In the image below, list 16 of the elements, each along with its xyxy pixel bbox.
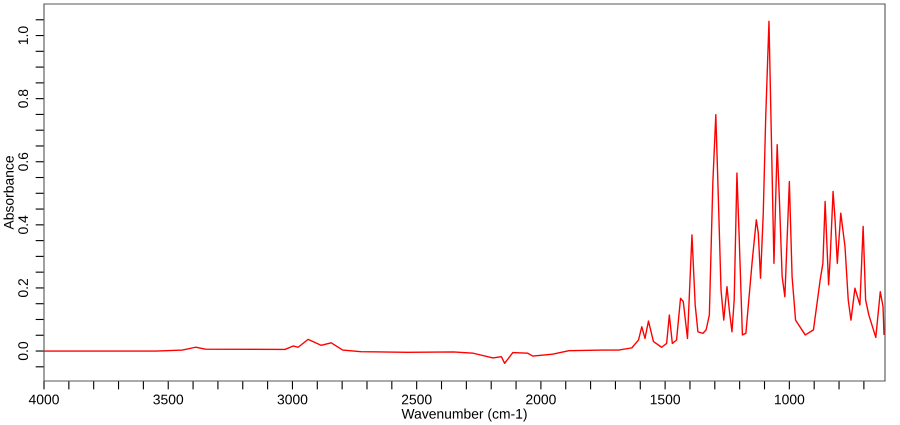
y-tick-label: 0.8: [18, 90, 28, 108]
y-tick-label: 1.0: [18, 26, 28, 44]
y-tick-label: 0.2: [18, 278, 28, 298]
x-tick-label: 3000: [278, 394, 308, 404]
x-tick-label: 4000: [28, 394, 59, 404]
y-tick-label: 0.0: [18, 342, 28, 360]
x-tick-label: 2000: [526, 394, 556, 404]
y-tick-label: 0.6: [18, 152, 28, 171]
line-series: [44, 20, 885, 364]
y-axis-title: Absorbance: [4, 156, 14, 230]
x-axis-title: Wavenumber (cm-1): [402, 408, 527, 422]
x-tick-label: 2500: [402, 394, 432, 404]
y-tick-label: 0.4: [18, 216, 28, 234]
x-tick-label: 3500: [153, 394, 184, 404]
x-tick-label: 1000: [774, 394, 804, 404]
x-tick-label: 1500: [650, 394, 680, 404]
